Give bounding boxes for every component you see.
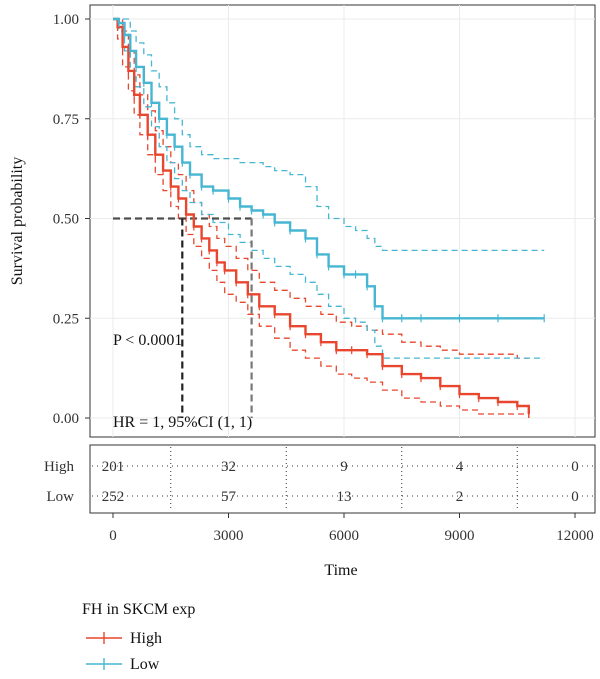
survival-curve-high — [113, 17, 530, 414]
risk-table-label-low: Low — [47, 489, 75, 505]
legend-title: FH in SKCM exp — [82, 601, 195, 618]
plot-panel — [89, 4, 596, 438]
risk-table-value: 13 — [337, 489, 352, 505]
risk-table-label-high: High — [44, 459, 75, 475]
x-tick-label-4: 12000 — [556, 528, 594, 544]
y-tick-label-0: 0.00 — [53, 411, 79, 427]
x-axis-title: Time — [324, 562, 357, 579]
ci-lower-low — [113, 18, 545, 359]
y-axis: 0.00 0.25 0.50 0.75 1.00 — [53, 12, 90, 427]
x-tick-label-3: 9000 — [445, 528, 475, 544]
survival-curve-low — [113, 17, 545, 320]
y-tick-label-2: 0.50 — [53, 212, 79, 228]
x-tick-label-0: 0 — [109, 528, 117, 544]
risk-table-value: 0 — [571, 459, 579, 475]
x-tick-label-2: 6000 — [329, 528, 359, 544]
ci-upper-low — [113, 18, 545, 252]
risk-table-value: 9 — [340, 459, 348, 475]
risk-table-value: 0 — [571, 489, 579, 505]
legend-label-low: Low — [130, 656, 160, 673]
risk-table: High 201 32 9 4 0 Low 252 57 13 2 0 — [44, 447, 593, 511]
y-axis-title: Survival probability — [9, 157, 26, 285]
legend: FH in SKCM exp High Low — [82, 601, 195, 673]
risk-table-panel — [89, 444, 596, 514]
p-value-annotation: P < 0.0001 — [113, 332, 182, 349]
hr-annotation: HR = 1, 95%CI (1, 1) — [113, 414, 252, 431]
risk-table-value: 2 — [456, 489, 464, 505]
risk-table-value: 4 — [456, 459, 464, 475]
x-axis: 0 3000 6000 9000 12000 — [109, 513, 594, 544]
y-tick-label-1: 0.25 — [53, 311, 79, 327]
confidence-bands — [113, 18, 545, 418]
risk-table-value: 32 — [221, 459, 236, 475]
y-tick-label-4: 1.00 — [53, 12, 79, 28]
risk-table-value: 201 — [102, 459, 125, 475]
grid — [90, 5, 595, 437]
risk-table-value: 57 — [221, 489, 237, 505]
ci-lower-high — [113, 18, 530, 418]
ci-upper-high — [113, 18, 529, 359]
x-tick-label-1: 3000 — [214, 528, 244, 544]
y-tick-label-3: 0.75 — [53, 112, 79, 128]
legend-label-high: High — [130, 630, 162, 647]
legend-entry-high: High — [86, 630, 162, 647]
median-lines — [113, 217, 253, 418]
risk-table-value: 252 — [102, 489, 125, 505]
survival-curves — [113, 17, 545, 419]
legend-entry-low: Low — [86, 656, 160, 673]
